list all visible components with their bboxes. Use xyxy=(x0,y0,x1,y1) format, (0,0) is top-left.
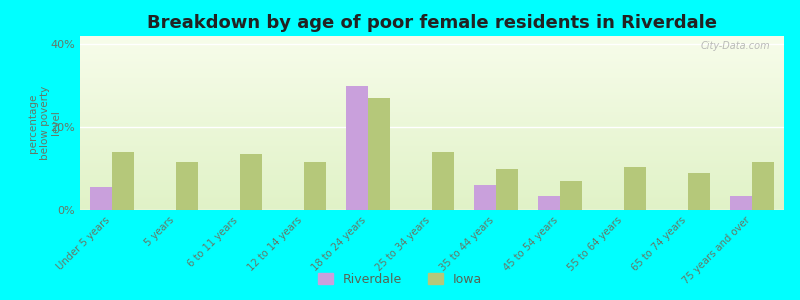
Title: Breakdown by age of poor female residents in Riverdale: Breakdown by age of poor female resident… xyxy=(147,14,717,32)
Bar xyxy=(304,162,326,210)
Bar xyxy=(730,196,752,210)
Bar xyxy=(176,162,198,210)
Bar xyxy=(112,152,134,210)
Bar xyxy=(688,173,710,210)
Text: City-Data.com: City-Data.com xyxy=(700,41,770,51)
Bar xyxy=(474,185,496,210)
Bar xyxy=(346,86,368,210)
Bar xyxy=(368,98,390,210)
Bar xyxy=(496,169,518,210)
Bar xyxy=(752,162,774,210)
Bar xyxy=(240,154,262,210)
Bar xyxy=(538,196,560,210)
Bar xyxy=(90,187,112,210)
Y-axis label: percentage
below poverty
level: percentage below poverty level xyxy=(28,86,62,160)
Bar xyxy=(560,181,582,210)
Bar xyxy=(432,152,454,210)
Bar xyxy=(624,167,646,210)
Legend: Riverdale, Iowa: Riverdale, Iowa xyxy=(314,268,486,291)
